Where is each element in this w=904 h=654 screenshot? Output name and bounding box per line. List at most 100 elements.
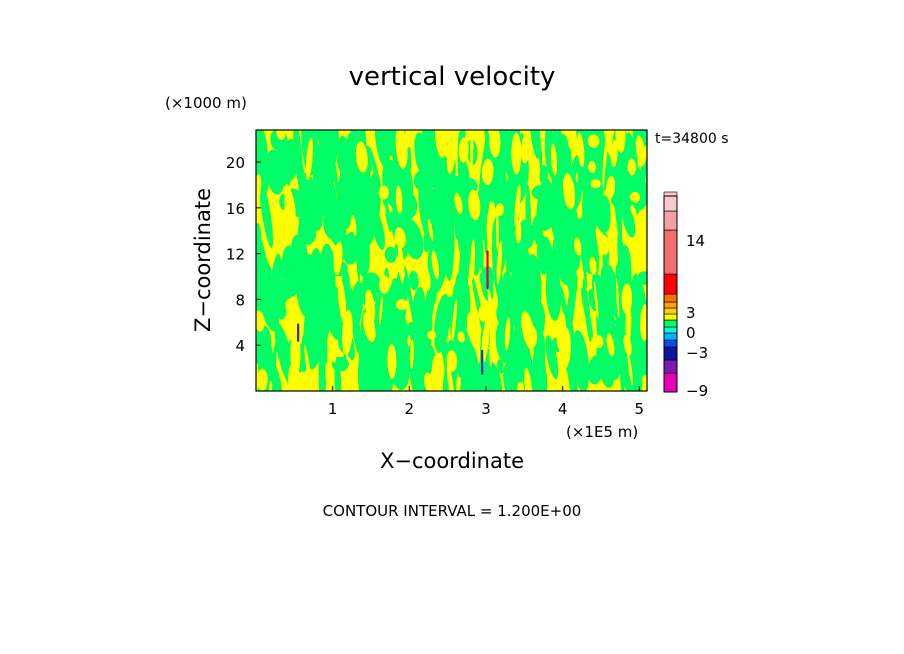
field-blob [524, 367, 533, 391]
field-blob [575, 172, 578, 183]
field-blob [269, 380, 273, 391]
field-blob [636, 271, 647, 285]
field-stripes [256, 130, 647, 391]
field-blob [489, 324, 493, 368]
field-blob [637, 136, 641, 169]
field-blob [606, 333, 615, 357]
field-blob [597, 234, 610, 255]
field-blob [629, 191, 641, 203]
field-blob [362, 346, 374, 370]
field-blob [333, 241, 343, 276]
field-blob [366, 369, 386, 391]
field-blob [600, 263, 618, 304]
field-blob [615, 277, 620, 319]
colorbar-band [663, 307, 678, 315]
x-tick-label: 5 [635, 400, 645, 418]
colorbar-band [663, 326, 678, 334]
field-blob [259, 179, 274, 248]
field-blob [545, 263, 562, 321]
field-blob [434, 130, 447, 159]
field-blob [395, 299, 408, 311]
x-unit-label: (×1E5 m) [566, 423, 638, 441]
field-blob [349, 281, 364, 332]
field-blob [410, 339, 414, 370]
field-blob [575, 332, 583, 382]
x-axis-label: X−coordinate [380, 449, 524, 473]
field-blob [331, 356, 349, 372]
colorbar-band [663, 229, 678, 275]
colorbar-band [663, 313, 678, 321]
colorbar-label: 14 [686, 232, 705, 250]
field-blob [531, 215, 544, 243]
colorbar-label: 3 [686, 304, 696, 322]
field-blob [433, 158, 448, 232]
field-blob [304, 344, 312, 389]
field-blob [451, 298, 458, 342]
field-blob [355, 141, 368, 173]
field-blob [427, 218, 434, 241]
field-blob [562, 173, 576, 210]
colorbar-band [663, 191, 678, 212]
field-blob [588, 161, 597, 174]
field-blob [256, 324, 272, 365]
field-blob [305, 137, 313, 181]
y-ticks: 4 8 12 16 20 [226, 154, 261, 355]
field-blob [384, 246, 397, 263]
colorbar-band [663, 293, 678, 303]
field-blob [256, 273, 270, 313]
field-blob [574, 237, 582, 256]
colorbar-band [663, 372, 678, 393]
field-blob [587, 134, 600, 148]
field-blob [316, 274, 332, 348]
features [297, 250, 489, 375]
x-ticks: 1 2 3 4 5 [328, 386, 644, 418]
field-blob [400, 135, 412, 149]
field-blob [566, 348, 582, 391]
field-blob [457, 331, 466, 343]
field-blob [466, 312, 481, 350]
field-blob [518, 333, 534, 377]
field-blob [621, 283, 633, 315]
colorbar-band [663, 346, 678, 361]
field-blob [407, 334, 411, 347]
y-tick-label: 8 [235, 291, 245, 309]
field-blob [386, 290, 404, 351]
field-blob [615, 130, 626, 153]
field-blob [619, 364, 626, 391]
field-blob [627, 353, 633, 386]
field-blob [552, 243, 569, 259]
field-blob [581, 247, 588, 289]
field-blob [593, 335, 604, 349]
field-blob [562, 246, 578, 296]
field-blob [502, 271, 522, 329]
field-blob [481, 316, 490, 362]
field-blob [515, 220, 522, 244]
field-blob [590, 179, 601, 189]
field-blob [277, 217, 284, 241]
field-blob [420, 176, 429, 211]
field-blob [535, 130, 543, 180]
field-blob [422, 136, 431, 177]
field-blob [481, 158, 494, 186]
field-blob [521, 133, 531, 164]
field-blob [256, 130, 262, 150]
field-blob [408, 270, 419, 290]
field-blob [470, 239, 476, 281]
field-blob [488, 130, 500, 140]
field-blob [478, 302, 490, 322]
field-blob [443, 302, 448, 324]
field-blob [508, 238, 530, 274]
y-tick-label: 20 [226, 154, 245, 172]
field-blob [301, 130, 319, 176]
field-blob [446, 130, 457, 175]
colorbar-band [663, 332, 678, 341]
field-blob [256, 174, 262, 203]
field-blob [545, 151, 554, 180]
colorbar-band [663, 339, 678, 348]
field-blob [315, 259, 326, 277]
field-blob [284, 184, 296, 223]
field-blob [593, 281, 599, 320]
field-blob [331, 218, 344, 244]
colorbar-band [663, 359, 678, 374]
field-blob [394, 227, 406, 249]
